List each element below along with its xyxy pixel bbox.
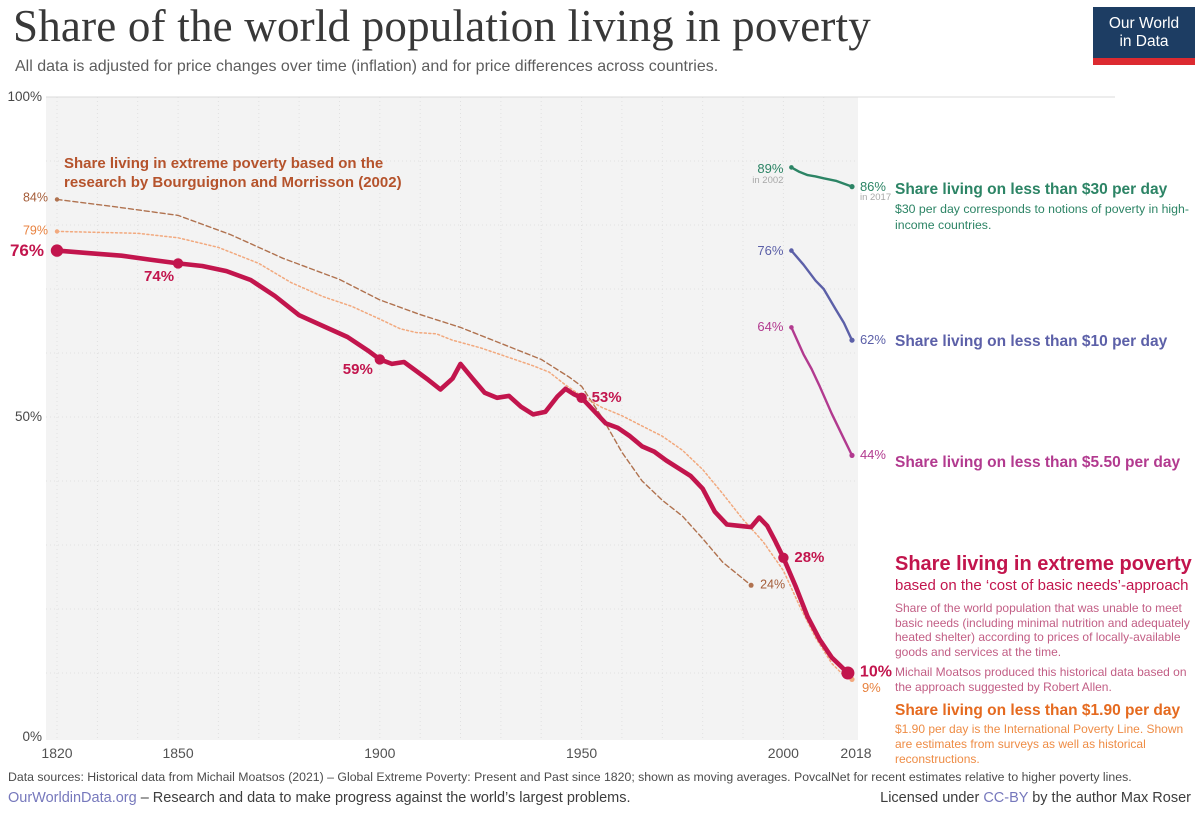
owid-site-link[interactable]: OurWorldinData.org [8, 790, 137, 806]
owid-logo[interactable]: Our World in Data [1093, 7, 1195, 65]
series-less-than-10-per-day[interactable] [790, 249, 854, 342]
legend-title-30-per-day: Share living on less than $30 per day [895, 181, 1168, 198]
footer-tagline-text: – Research and data to make progress aga… [136, 790, 631, 806]
extreme-poverty-source-note: Michail Moatsos produced this historical… [895, 665, 1187, 694]
data-sources-note: Data sources: Historical data from Micha… [8, 770, 1132, 784]
legend-block-5-50-per-day: Share living on less than $5.50 per day [895, 454, 1197, 473]
extreme-poverty-description: Share of the world population that was u… [895, 601, 1190, 659]
series-extreme-poverty-cost-of-basic-needs-dot[interactable] [778, 552, 789, 563]
series-bourguignon-morrisson[interactable] [56, 198, 752, 586]
cc-by-link[interactable]: CC-BY [983, 790, 1029, 806]
series-extreme-poverty-cost-of-basic-needs-dot[interactable] [576, 392, 587, 403]
owid-logo-line2: in Data [1119, 32, 1169, 50]
series-bourguignon-morrisson-dot[interactable] [748, 582, 754, 588]
series-less-than-30-per-day-dot[interactable] [849, 184, 855, 190]
series-extreme-poverty-cost-of-basic-needs[interactable] [54, 248, 851, 676]
legend-title-1-90-per-day: Share living on less than $1.90 per day [895, 702, 1181, 720]
legend-block-extreme-poverty: Share living in extreme poverty based on… [895, 554, 1197, 767]
series-extreme-poverty-cost-of-basic-needs-dot[interactable] [841, 666, 855, 680]
series-less-than-1-90-per-day[interactable] [56, 230, 853, 681]
series-less-than-5-50-per-day-dot[interactable] [849, 452, 855, 458]
legend-desc-30-per-day: $30 per day corresponds to notions of po… [895, 201, 1189, 232]
footer-license: Licensed under CC-BY by the author Max R… [880, 790, 1191, 806]
legend-block-30-per-day: Share living on less than $30 per day $3… [895, 181, 1197, 234]
legend-title-10-per-day: Share living on less than $10 per day [895, 333, 1168, 350]
series-extreme-poverty-cost-of-basic-needs-dot[interactable] [172, 258, 184, 269]
series-less-than-30-per-day-dot[interactable] [789, 165, 794, 170]
legend-title-5-50-per-day: Share living on less than $5.50 per day [895, 454, 1181, 471]
bourguignon-annotation-line2: research by Bourguignon and Morrisson (2… [64, 173, 402, 191]
footer-tagline: OurWorldinData.org – Research and data t… [8, 790, 631, 806]
series-less-than-30-per-day[interactable] [790, 166, 854, 188]
legend-block-10-per-day: Share living on less than $10 per day [895, 333, 1197, 352]
license-prefix: Licensed under [880, 790, 984, 806]
series-bourguignon-morrisson-dot[interactable] [54, 197, 60, 202]
page-title: Share of the world population living in … [13, 1, 872, 51]
legend-desc-1-90-per-day: $1.90 per day is the International Pover… [895, 722, 1184, 766]
extreme-poverty-title: Share living in extreme poverty [895, 553, 1192, 575]
bourguignon-annotation-line1: Share living in extreme poverty based on… [64, 155, 384, 172]
extreme-poverty-subtitle: based on the ‘cost of basic needs’-appro… [895, 577, 1189, 594]
plot-background [46, 97, 858, 740]
series-less-than-1-90-per-day-dot[interactable] [54, 229, 60, 234]
series-less-than-5-50-per-day-dot[interactable] [789, 325, 794, 330]
series-less-than-10-per-day-dot[interactable] [789, 248, 794, 253]
bourguignon-annotation: Share living in extreme poverty based on… [64, 155, 402, 193]
series-less-than-5-50-per-day[interactable] [790, 326, 854, 457]
license-suffix: by the author Max Roser [1028, 790, 1191, 806]
page-subtitle: All data is adjusted for price changes o… [15, 58, 719, 75]
series-extreme-poverty-cost-of-basic-needs-dot[interactable] [50, 244, 64, 257]
series-less-than-10-per-day-dot[interactable] [849, 337, 855, 343]
owid-logo-line1: Our World [1108, 14, 1180, 32]
series-extreme-poverty-cost-of-basic-needs-dot[interactable] [374, 354, 385, 365]
